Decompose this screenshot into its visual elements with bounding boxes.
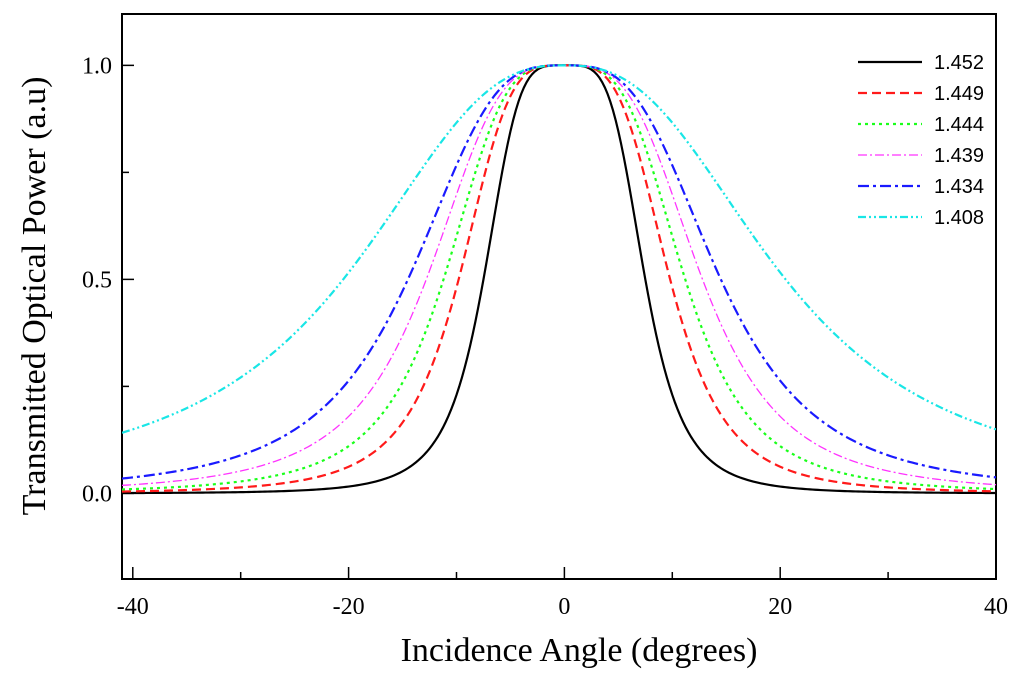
x-axis-title: Incidence Angle (degrees) — [401, 632, 758, 669]
x-tick-label: 0 — [558, 594, 570, 620]
legend-label: 1.439 — [934, 145, 984, 167]
legend-label: 1.408 — [934, 207, 984, 229]
y-tick-label: 0.0 — [82, 481, 112, 507]
legend-label: 1.449 — [934, 83, 984, 105]
legend-label: 1.444 — [934, 114, 984, 136]
x-tick-label: -20 — [333, 594, 365, 620]
x-tick-label: 20 — [768, 594, 792, 620]
x-tick-label: -40 — [117, 594, 149, 620]
series-line-1-452 — [122, 64, 996, 495]
series-line-1-434 — [122, 64, 996, 480]
series-line-1-449 — [122, 64, 996, 493]
x-tick-label: 40 — [984, 594, 1008, 620]
series-line-1-444 — [122, 64, 996, 491]
axis-ticks — [122, 64, 997, 579]
y-tick-label: 0.5 — [82, 267, 112, 293]
series-line-1-408 — [122, 64, 996, 434]
y-axis-title: Transmitted Optical Power (a.u) — [16, 77, 53, 516]
legend-label: 1.452 — [934, 52, 984, 74]
legend: 1.452 1.449 1.444 1.439 1.434 1.408 — [858, 52, 984, 229]
tick-labels: -40 -20 0 20 40 0.0 0.5 1.0 — [82, 53, 1008, 620]
series-lines — [122, 64, 996, 495]
legend-label: 1.434 — [934, 176, 984, 198]
series-line-1-439 — [122, 64, 996, 487]
y-tick-label: 1.0 — [82, 53, 112, 79]
plot-frame — [121, 13, 997, 580]
